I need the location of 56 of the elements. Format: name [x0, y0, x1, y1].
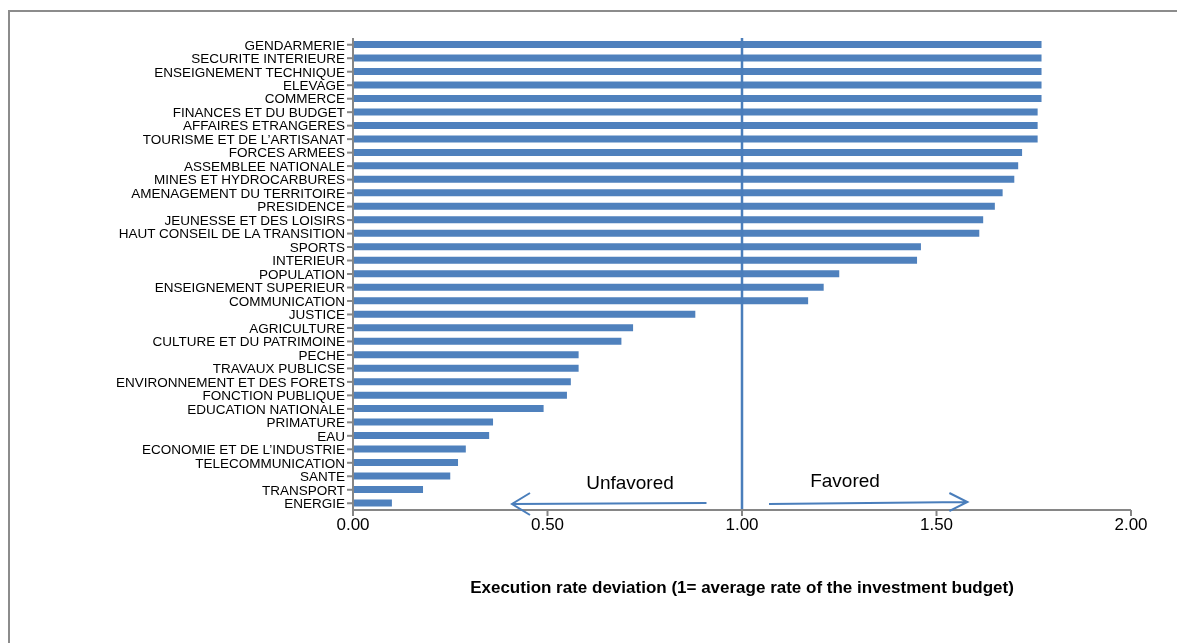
y-tick-label: SPORTS — [289, 239, 345, 255]
bar — [353, 324, 634, 332]
y-tick-label: JUSTICE — [288, 307, 345, 323]
bar — [353, 310, 696, 318]
y-tick-label: HAUT CONSEIL DE LA TRANSITION — [118, 226, 345, 242]
y-tick-label: CULTURE ET DU PATRIMOINE — [152, 334, 345, 350]
y-tick-label: TRAVAUX PUBLICSE — [212, 361, 345, 377]
y-tick-label: SECURITE INTERIEURE — [191, 51, 345, 67]
y-tick-label: TOURISME ET DE L’ARTISANAT — [142, 131, 345, 147]
bar — [353, 391, 567, 399]
x-tick-label: 1.50 — [919, 515, 954, 535]
y-tick-label: PRESIDENCE — [257, 199, 345, 215]
bar — [353, 378, 571, 386]
y-tick-label: AGRICULTURE — [249, 320, 345, 336]
x-tick-label: 0.00 — [336, 515, 370, 535]
annotation: Unfavored — [585, 472, 675, 494]
bar — [353, 364, 579, 372]
y-tick-label: AMENAGEMENT DU TERRITOIRE — [131, 185, 345, 201]
y-tick-label: FINANCES ET DU BUDGET — [172, 104, 345, 120]
y-tick-label: JEUNESSE ET DES LOISIRS — [164, 212, 345, 228]
y-tick-label: FONCTION PUBLIQUE — [202, 388, 345, 404]
bar — [353, 405, 544, 413]
y-tick-label: FORCES ARMEES — [228, 145, 345, 161]
y-tick-label: SANTE — [299, 469, 345, 485]
bar — [353, 486, 424, 494]
x-tick-label: 2.00 — [1114, 515, 1148, 535]
y-tick-label: ENSEIGNEMENT SUPERIEUR — [154, 280, 346, 296]
y-tick-label: AFFAIRES ETRANGERES — [182, 118, 345, 134]
y-tick-label: PECHE — [298, 347, 345, 363]
x-axis-title: Execution rate deviation (1= average rate of the investment budget) — [469, 578, 1015, 598]
y-tick-label: MINES ET HYDROCARBURES — [153, 172, 345, 188]
x-tick-label: 0.50 — [530, 515, 565, 535]
bar — [353, 445, 466, 453]
annotation: Favored — [809, 470, 881, 492]
y-tick-label: POPULATION — [258, 266, 345, 282]
bar — [353, 499, 392, 507]
bar — [353, 337, 622, 345]
bar — [353, 459, 459, 467]
bar — [353, 472, 451, 480]
y-tick-label: ENSEIGNEMENT TECHNIQUE — [154, 64, 345, 80]
bar — [353, 351, 579, 359]
y-tick-label: TELECOMMUNICATION — [195, 455, 345, 471]
x-tick-label: 1.00 — [725, 515, 759, 535]
y-tick-label: EAU — [317, 428, 345, 444]
y-tick-label: GENDARMERIE — [244, 37, 345, 53]
y-tick-label: PRIMATURE — [266, 415, 345, 431]
bar — [353, 432, 490, 440]
y-tick-label: INTERIEUR — [272, 253, 346, 269]
y-tick-label: TRANSPORT — [261, 482, 345, 498]
y-tick-label: COMMUNICATION — [229, 293, 345, 309]
y-tick-label: COMMERCE — [264, 91, 345, 107]
y-tick-label: ECONOMIE ET DE L’INDUSTRIE — [141, 442, 345, 458]
y-tick-label: ASSEMBLEE NATIONALE — [183, 158, 345, 174]
y-tick-label: ENERGIE — [284, 496, 345, 512]
y-tick-label: ENVIRONNEMENT ET DES FORETS — [115, 374, 345, 390]
bar — [353, 418, 494, 426]
